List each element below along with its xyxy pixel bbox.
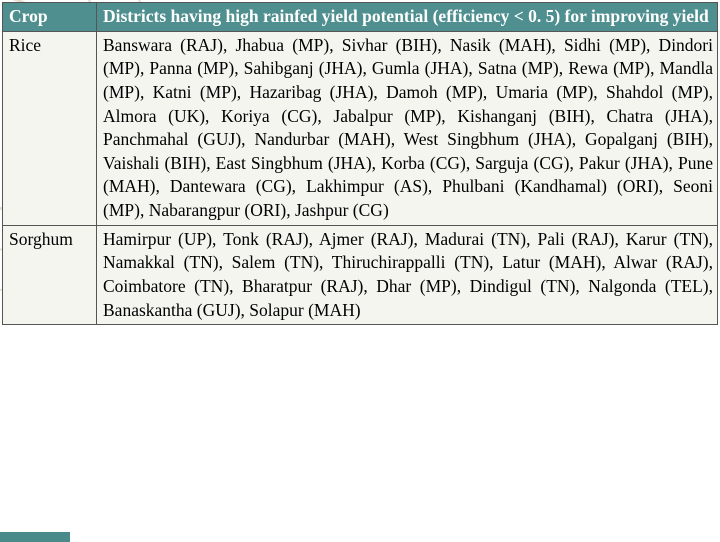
table-row: Sorghum Hamirpur (UP), Tonk (RAJ), Ajmer… [3, 225, 718, 325]
cell-crop: Sorghum [3, 225, 97, 325]
cell-districts: Banswara (RAJ), Jhabua (MP), Sivhar (BIH… [97, 31, 718, 225]
table-header-row: Crop Districts having high rainfed yield… [3, 3, 718, 32]
crop-districts-table: Crop Districts having high rainfed yield… [2, 2, 718, 325]
bottom-accent-bar [0, 532, 70, 542]
cell-districts: Hamirpur (UP), Tonk (RAJ), Ajmer (RAJ), … [97, 225, 718, 325]
cell-crop: Rice [3, 31, 97, 225]
col-header-crop: Crop [3, 3, 97, 32]
col-header-districts: Districts having high rainfed yield pote… [97, 3, 718, 32]
table-row: Rice Banswara (RAJ), Jhabua (MP), Sivhar… [3, 31, 718, 225]
